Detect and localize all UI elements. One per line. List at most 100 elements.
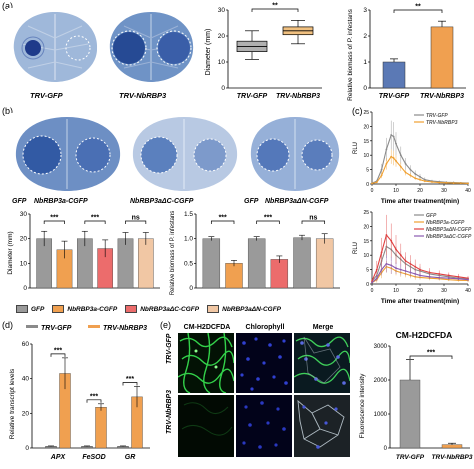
xtick-label-a-bar-0: TRV-GFP (379, 93, 410, 100)
micrograph-trv-nbrbp3-chl (236, 395, 292, 457)
column-title-cm: CM-H2DCFDA (183, 324, 231, 331)
a-box-ytick-label-0: 0 (221, 85, 225, 92)
a-bar-ytick-label-1: 1 (363, 59, 367, 66)
b-bio-sig-1-label: *** (264, 215, 272, 222)
xlabel-c-top: Time after treatment(min) (381, 198, 459, 205)
d-sig-2-bracket (122, 382, 138, 386)
bar-biomass-a: Relative biomass of P. infestans 0 1 2 3 **… (347, 4, 466, 101)
b-dia-ytick-label-2: 20 (20, 236, 28, 243)
panel-label-c: (c) (352, 106, 363, 116)
d-xtick-label-0: APX (50, 454, 67, 461)
bar-transcript-d: TRV-GFP TRV-NbRBP3 Relative transcript le… (9, 325, 150, 461)
ylabel-c-top: RLU (353, 142, 359, 154)
c-top-xtick-label-2: 20 (417, 188, 423, 194)
c-top-point-0-2 (380, 168, 383, 171)
c-bot-point-3-12 (438, 276, 441, 279)
leaf-caption-trv-nbrbp3: TRV-NbRBP3 (119, 91, 167, 100)
d-sig-0-label: *** (54, 347, 62, 354)
c-bot-ytick-label-5: 25 (363, 210, 369, 216)
c-top-point-0-11 (419, 175, 421, 178)
c-bot-point-2-14 (457, 275, 460, 278)
ylabel-d: Relative transcript levels (9, 368, 16, 439)
c-top-point-1-16 (452, 182, 455, 185)
leaf-caption-b-gfp-1: GFP (12, 198, 27, 205)
b-dia-sig-1-label: *** (91, 215, 99, 222)
c-bot-legend-label-2: NbRBP3aΔN-CGFP (426, 227, 472, 233)
a-box-ytick-label-1: 10 (218, 59, 226, 66)
row-label-trv-nbrbp3: TRV-NbRBP3 (166, 389, 173, 434)
leaf-caption-trv-gfp: TRV-GFP (30, 91, 63, 100)
c-bot-point-2-8 (409, 262, 412, 265)
c-bot-point-3-8 (409, 271, 412, 274)
bar-fluorescence-e: CM-H2DCFDA Fluorescence intensity 0 1000 2… (359, 330, 473, 461)
c-bot-legend-label-1: NbRBP3a-CGFP (426, 220, 465, 226)
c-bot-point-3-11 (428, 275, 431, 278)
legend-b-swatch-0 (16, 305, 28, 313)
d-ytick-label-3: 60 (22, 341, 30, 348)
row-label-trv-gfp: TRV-GFP (166, 333, 173, 364)
b-dia-bar-4 (117, 238, 134, 289)
c-bot-point-2-13 (447, 274, 450, 277)
c-top-point-0-8 (404, 162, 407, 165)
a-bar-sig-label: ** (415, 4, 421, 11)
c-bot-point-3-13 (447, 277, 450, 280)
ylabel-diameter-b: Diameter (mm) (7, 231, 14, 274)
b-bio-ytick-label-0: 0 (189, 285, 193, 292)
c-bot-point-3-10 (419, 274, 421, 277)
title-fluorescence-e: CM-H2DCFDA (396, 330, 453, 340)
c-bot-point-2-2 (380, 251, 383, 254)
c-bot-point-2-6 (399, 254, 402, 257)
d-legend-swatch-1 (88, 325, 100, 328)
a-bar-ytick-label-3: 3 (363, 7, 367, 14)
micrograph-trv-gfp-chl (236, 333, 292, 393)
legend-b-swatch-1 (52, 305, 65, 313)
b-dia-sig-2-label: ns (132, 215, 140, 222)
a-bar-sig-bracket (393, 9, 443, 13)
c-bot-point-2-4 (390, 239, 393, 242)
c-bot-point-2-1 (375, 268, 378, 271)
c-top-xtick-label-4: 40 (465, 188, 471, 194)
xtick-label-a-box-1: TRV-NbRBP3 (276, 93, 320, 100)
b-dia-ytick-label-3: 30 (20, 211, 28, 218)
c-top-ytick-label-4: 20 (363, 124, 369, 130)
c-top-point-0-10 (414, 173, 417, 175)
c-top-point-1-6 (395, 160, 397, 162)
c-bot-point-2-12 (438, 273, 441, 275)
c-top-xtick-label-0: 0 (371, 188, 374, 194)
micrograph-trv-nbrbp3-cm (178, 395, 234, 457)
leaf-photo-b-3 (245, 113, 345, 193)
b-bio-bar-0 (202, 238, 221, 289)
b-dia-sig-0-label: *** (50, 215, 58, 222)
c-top-point-1-17 (459, 182, 462, 185)
c-top-ytick-label-0: 0 (366, 182, 369, 188)
boxplot-diameter-a: Diameter (mm) 0 10 20 30 ** TRV-GFP TRV-NbR… (205, 3, 322, 100)
c-bot-ytick-label-4: 20 (363, 224, 369, 230)
b-bio-bar-3 (270, 259, 289, 289)
b-bio-sig-0-label: *** (219, 215, 227, 222)
d-legend-swatch-0 (26, 325, 38, 328)
panel-label-d: (d) (2, 320, 13, 330)
c-top-point-1-2 (380, 174, 383, 177)
d-ytick-label-2: 40 (22, 376, 30, 383)
b-bio-sig-2-bracket (301, 220, 326, 224)
leaf-caption-b-dc: NbRBP3aΔC-CGFP (130, 198, 194, 205)
c-bot-point-3-1 (375, 277, 378, 280)
b-bio-ytick-label-2: 1.0 (184, 236, 193, 243)
c-top-legend-label-1: TRV-NbRBP3 (426, 120, 458, 126)
c-top-point-0-5 (392, 135, 395, 138)
c-top-point-1-4 (390, 155, 393, 158)
c-bot-xtick-label-4: 40 (465, 288, 471, 294)
b-bio-bar-4 (293, 237, 311, 289)
c-bot-xtick-label-3: 30 (441, 288, 447, 294)
c-top-ytick-label-5: 25 (363, 110, 369, 116)
d-xtick-label-1: FeSOD (82, 454, 105, 461)
b-dia-sig-1-bracket (84, 220, 106, 224)
c-bot-legend-label-0: GFP (426, 213, 437, 219)
c-bot-point-2-7 (404, 260, 407, 262)
b-dia-sig-2-bracket (125, 220, 147, 224)
b-bio-bar-1 (225, 263, 243, 289)
b-dia-ytick-label-0: 0 (23, 285, 27, 292)
c-top-point-0-6 (395, 142, 397, 145)
e-ytick-label-1: 1000 (374, 412, 388, 418)
